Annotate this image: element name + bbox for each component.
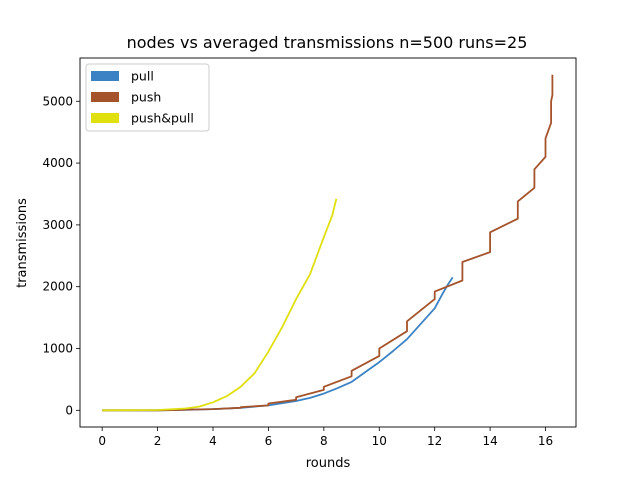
y-tick-label: 0 [65,403,73,417]
chart-title: nodes vs averaged transmissions n=500 ru… [127,33,528,52]
y-tick-label: 1000 [42,342,73,356]
x-tick-label: 6 [265,434,273,448]
x-tick-label: 16 [538,434,553,448]
x-tick-label: 8 [320,434,328,448]
legend-swatch [91,71,119,81]
legend-label: push [131,90,161,105]
x-tick-label: 2 [154,434,162,448]
y-axis: 0 1000 2000 3000 4000 5000 [42,94,80,417]
x-axis-label: rounds [306,456,351,471]
legend-swatch [91,92,119,102]
x-tick-label: 4 [209,434,217,448]
y-axis-label: transmissions [15,198,30,288]
x-tick-label: 10 [372,434,387,448]
series-line [102,276,454,412]
legend-label: push&pull [131,111,194,126]
x-axis: 0 2 4 6 8 10 12 14 16 [98,427,553,448]
series-layer [102,74,554,412]
y-tick-label: 3000 [42,218,73,232]
y-tick-label: 5000 [42,94,73,108]
x-tick-label: 12 [427,434,442,448]
legend-swatch [91,113,119,123]
legend-label: pull [131,69,154,84]
plot-frame [79,57,577,428]
y-tick-label: 4000 [42,156,73,170]
x-tick-label: 0 [98,434,106,448]
x-tick-label: 14 [482,434,497,448]
series-line [102,198,338,412]
series-line [102,74,554,412]
y-tick-label: 2000 [42,280,73,294]
legend: pull push push&pull [85,63,210,132]
